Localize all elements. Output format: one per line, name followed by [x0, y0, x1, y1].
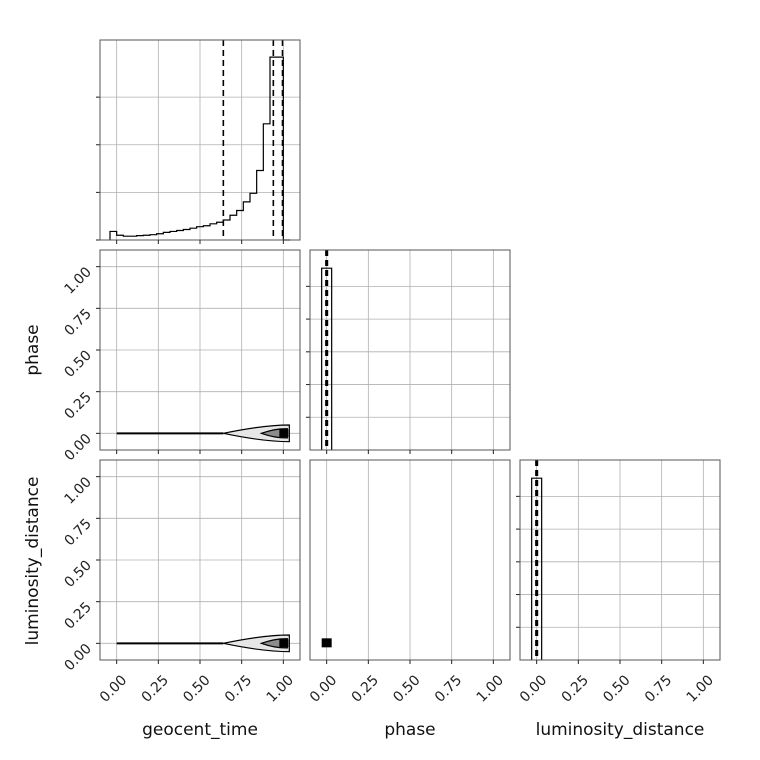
xlabel-luminosity-distance: luminosity_distance	[536, 720, 705, 740]
ylabel-luminosity-distance: luminosity_distance	[23, 477, 43, 646]
contour-geocent-time-phase-peak-marker	[279, 429, 289, 438]
xlabel-phase: phase	[384, 720, 435, 740]
hist-geocent-time-panel	[96, 39, 301, 244]
ylabel-phase: phase	[23, 324, 43, 375]
contour-geocent-time-luminosity-distance-outer-contour	[223, 634, 290, 653]
hist-phase-panel	[306, 249, 511, 454]
xlabel-geocent-time: geocent_time	[142, 720, 258, 740]
hist-geocent-time-steps	[109, 56, 290, 241]
hist-phase-steps	[321, 267, 333, 450]
contour-geocent-time-luminosity-distance-peak-marker	[279, 639, 289, 648]
scatter-phase-luminosity-distance-point	[321, 638, 332, 648]
hist-luminosity-distance-steps	[531, 477, 543, 660]
contour-geocent-time-phase-outer-contour	[223, 424, 290, 443]
